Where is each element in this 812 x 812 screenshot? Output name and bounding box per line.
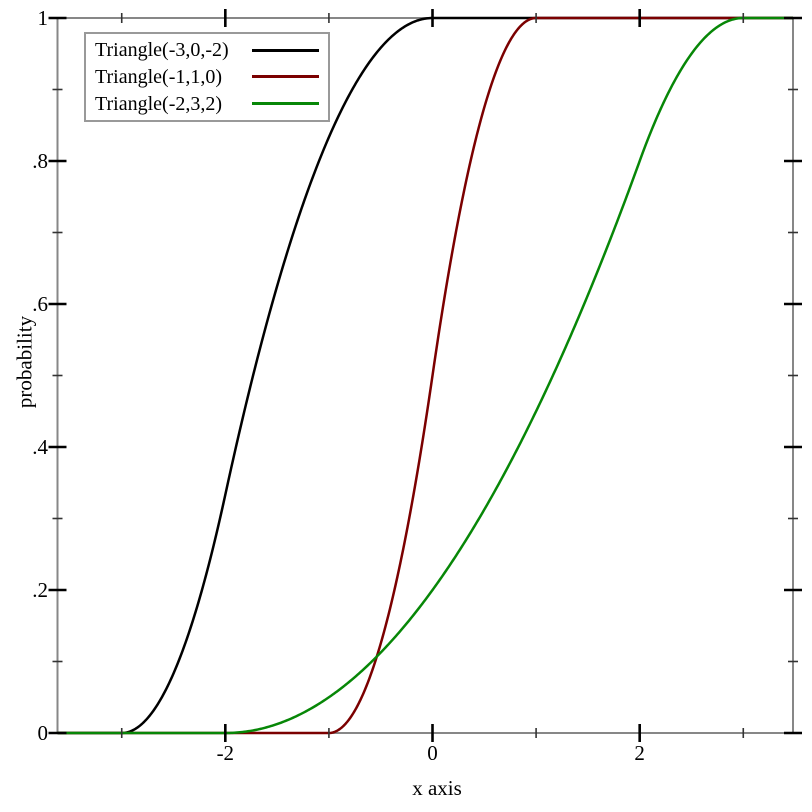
legend-item: Triangle(-3,0,-2)	[95, 38, 319, 62]
cdf-curve-1	[57, 16, 793, 735]
legend-line-swatch	[252, 75, 319, 79]
x-axis-title: x axis	[412, 776, 462, 800]
legend-line-swatch	[252, 102, 319, 106]
legend-label: Triangle(-2,3,2)	[95, 92, 223, 115]
x-tick-label: 0	[427, 741, 438, 765]
y-tick-label: .4	[32, 435, 48, 459]
y-tick-label: 1	[37, 6, 49, 30]
y-tick-label: .6	[32, 292, 48, 316]
legend-line-swatch	[252, 48, 319, 52]
plot-frame	[56, 17, 794, 734]
legend-item: Triangle(-1,1,0)	[95, 65, 319, 89]
y-tick-label: 0	[37, 721, 49, 745]
legend-label: Triangle(-1,1,0)	[95, 65, 223, 88]
legend-item: Triangle(-2,3,2)	[95, 92, 319, 116]
cdf-curve-2	[57, 16, 793, 735]
y-tick-label: .8	[32, 149, 48, 173]
y-tick-label: .2	[32, 578, 48, 602]
x-tick-label: -2	[216, 741, 235, 765]
legend-label: Triangle(-3,0,-2)	[95, 39, 229, 62]
x-tick-label: 2	[634, 741, 645, 765]
cdf-curve-0	[57, 16, 793, 735]
y-axis-title: probability	[12, 315, 37, 409]
legend-box: Triangle(-3,0,-2) Triangle(-1,1,0) Triangl…	[84, 32, 330, 122]
